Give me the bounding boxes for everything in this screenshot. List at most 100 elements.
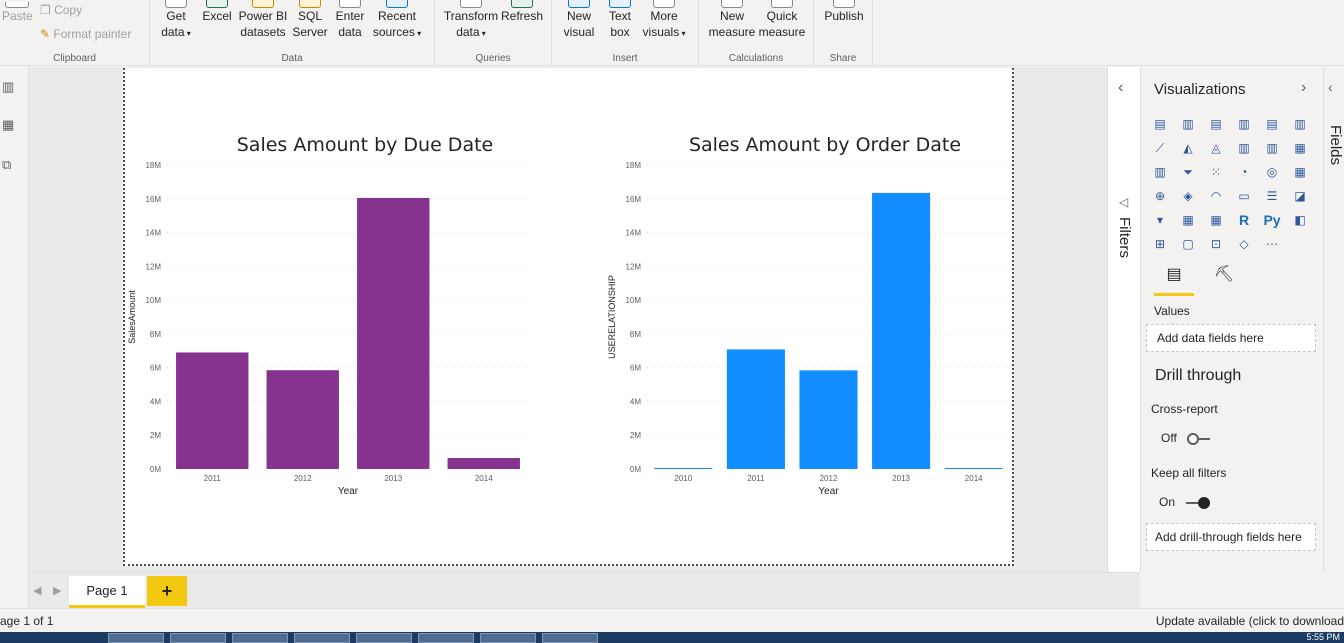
taskbar-app[interactable] bbox=[108, 633, 164, 643]
more-icon[interactable]: ⋯ bbox=[1266, 237, 1278, 251]
y-tick-label: 4M bbox=[630, 397, 641, 406]
stacked-column-icon[interactable]: ▥ bbox=[1182, 117, 1194, 131]
chevron-left-icon[interactable]: ‹ bbox=[1328, 79, 1333, 95]
sql-server-button[interactable]: SQL Server bbox=[292, 0, 328, 40]
ribbon-chart-icon[interactable]: ▦ bbox=[1294, 141, 1306, 155]
publish-button[interactable]: Publish bbox=[822, 0, 866, 24]
add-page-button[interactable]: + bbox=[147, 576, 187, 606]
map-icon[interactable]: ⊕ bbox=[1154, 189, 1166, 203]
chart-due-date[interactable]: Sales Amount by Due Date 0M 2M 4M 6M 8M 10M 12… bbox=[125, 128, 565, 508]
more-visuals-button[interactable]: More visuals ▾ bbox=[640, 0, 688, 42]
line-clustered-icon[interactable]: ▥ bbox=[1266, 141, 1278, 155]
excel-button[interactable]: Excel bbox=[202, 0, 232, 24]
paginated-icon[interactable]: ◇ bbox=[1239, 237, 1249, 251]
x-tick-label: 2010 bbox=[674, 474, 692, 483]
donut-chart-icon[interactable]: ◎ bbox=[1266, 165, 1278, 179]
funnel-icon[interactable]: ⏷ bbox=[1183, 165, 1193, 179]
gauge-icon[interactable]: ◠ bbox=[1210, 189, 1222, 203]
card-icon[interactable]: ▭ bbox=[1238, 189, 1250, 203]
taskbar-app[interactable] bbox=[542, 633, 598, 643]
stacked-bar-icon[interactable]: ▤ bbox=[1154, 117, 1166, 131]
powerbi-datasets-button[interactable]: Power BI datasets bbox=[238, 0, 288, 40]
viz-tabs: ▤ ⛏ bbox=[1154, 264, 1234, 296]
taskbar-app[interactable] bbox=[480, 633, 536, 643]
quick-measure-button[interactable]: Quick measure bbox=[757, 0, 807, 40]
kpi-icon[interactable]: ◪ bbox=[1294, 189, 1306, 203]
prev-page-icon[interactable]: ◀ bbox=[33, 585, 42, 597]
taskbar-app[interactable] bbox=[294, 633, 350, 643]
pie-chart-icon[interactable]: ◔ bbox=[1240, 165, 1248, 179]
cross-report-toggle[interactable]: Off bbox=[1161, 431, 1211, 445]
line-column-icon[interactable]: ▥ bbox=[1238, 141, 1250, 155]
refresh-icon bbox=[511, 0, 533, 8]
python-visual-icon[interactable]: Py bbox=[1263, 212, 1281, 228]
smart-narrative-icon[interactable]: ⊡ bbox=[1210, 237, 1222, 251]
y-tick-label: 10M bbox=[625, 296, 641, 305]
filters-pane[interactable]: ‹ ◁ Filters bbox=[1107, 67, 1140, 572]
paintbrush-icon: ✎ bbox=[40, 27, 54, 41]
matrix-icon[interactable]: ▦ bbox=[1210, 213, 1222, 227]
table-icon[interactable]: ▦ bbox=[1182, 213, 1194, 227]
clustered-column-icon[interactable]: ▥ bbox=[1238, 117, 1250, 131]
waterfall-icon[interactable]: ▥ bbox=[1154, 165, 1166, 179]
filled-map-icon[interactable]: ◈ bbox=[1183, 189, 1193, 203]
queries-group: Transform data ▾ Refresh Queries bbox=[435, 0, 552, 66]
text-box-button[interactable]: Text box bbox=[604, 0, 636, 40]
taskbar-app[interactable] bbox=[418, 633, 474, 643]
keep-filters-toggle[interactable]: On bbox=[1159, 495, 1211, 509]
area-chart-icon[interactable]: ◭ bbox=[1183, 141, 1193, 155]
y-tick-label: 8M bbox=[150, 330, 161, 339]
fields-pane[interactable]: ‹ Fields bbox=[1323, 67, 1344, 572]
tab-page-1[interactable]: Page 1 bbox=[69, 576, 145, 608]
values-drop-zone[interactable]: Add data fields here bbox=[1146, 324, 1316, 352]
x-tick-label: 2014 bbox=[475, 474, 493, 483]
fields-well-tab[interactable]: ▤ bbox=[1154, 264, 1194, 296]
line-chart-icon[interactable]: ⟋ bbox=[1155, 141, 1165, 155]
chart-title: Sales Amount by Due Date bbox=[236, 134, 494, 156]
multirow-card-icon[interactable]: ☰ bbox=[1266, 189, 1278, 203]
insert-group-label: Insert bbox=[612, 53, 638, 64]
chevron-left-icon[interactable]: ‹ bbox=[1118, 79, 1124, 96]
chart-order-date[interactable]: Sales Amount by Order Date 0M 2M 4M 6M 8M 10M… bbox=[605, 128, 1015, 508]
r-visual-icon[interactable]: R bbox=[1238, 212, 1250, 228]
decomposition-tree-icon[interactable]: ⊞ bbox=[1154, 237, 1166, 251]
stacked-area-icon[interactable]: ◬ bbox=[1211, 141, 1221, 155]
100-column-icon[interactable]: ▥ bbox=[1294, 117, 1306, 131]
transform-data-button[interactable]: Transform data ▾ bbox=[443, 0, 499, 42]
recent-sources-button[interactable]: Recent sources ▾ bbox=[370, 0, 424, 42]
bar bbox=[447, 458, 520, 469]
slicer-icon[interactable]: ▾ bbox=[1156, 213, 1164, 227]
share-group: Publish Share bbox=[814, 0, 873, 66]
taskbar-app[interactable] bbox=[356, 633, 412, 643]
next-page-icon[interactable]: ▶ bbox=[53, 585, 62, 597]
taskbar-app[interactable] bbox=[232, 633, 288, 643]
y-tick-label: 14M bbox=[625, 229, 641, 238]
qa-icon[interactable]: ▢ bbox=[1182, 237, 1194, 251]
get-data-button[interactable]: Get data ▾ bbox=[156, 0, 196, 42]
paste-button[interactable]: Paste bbox=[2, 2, 33, 24]
scatter-icon[interactable]: ⁙ bbox=[1210, 165, 1222, 179]
x-axis-label: Year bbox=[818, 486, 839, 497]
chevron-right-icon[interactable]: › bbox=[1301, 79, 1307, 96]
report-view-icon[interactable]: ▥ bbox=[2, 79, 15, 94]
bar-chart-svg: 0M 2M 4M 6M 8M 10M 12M 14M 16M 18M 2010 2011 2012 201… bbox=[607, 161, 1010, 497]
format-painter-button[interactable]: ✎ Format painter bbox=[40, 27, 132, 41]
drill-through-title: Drill through bbox=[1155, 367, 1242, 384]
new-measure-button[interactable]: New measure bbox=[707, 0, 757, 40]
format-paintroller-icon[interactable]: ⛏ bbox=[1213, 266, 1235, 283]
data-view-icon[interactable]: ▦ bbox=[2, 117, 15, 132]
drill-through-drop-zone[interactable]: Add drill-through fields here bbox=[1146, 523, 1316, 551]
new-visual-button[interactable]: New visual bbox=[562, 0, 596, 40]
update-notice[interactable]: Update available (click to download bbox=[1155, 614, 1344, 628]
enter-data-button[interactable]: Enter data bbox=[334, 0, 366, 40]
refresh-button[interactable]: Refresh bbox=[501, 0, 543, 24]
model-view-icon[interactable]: ⧉ bbox=[2, 157, 12, 172]
taskbar-app[interactable] bbox=[170, 633, 226, 643]
100-bar-icon[interactable]: ▤ bbox=[1266, 117, 1278, 131]
x-tick-label: 2013 bbox=[384, 474, 402, 483]
clustered-bar-icon[interactable]: ▤ bbox=[1210, 117, 1222, 131]
clipboard-group-label: Clipboard bbox=[53, 53, 96, 64]
copy-button[interactable]: ❐ Copy bbox=[40, 3, 83, 17]
treemap-icon[interactable]: ▦ bbox=[1294, 165, 1306, 179]
key-influencers-icon[interactable]: ◧ bbox=[1294, 213, 1306, 227]
